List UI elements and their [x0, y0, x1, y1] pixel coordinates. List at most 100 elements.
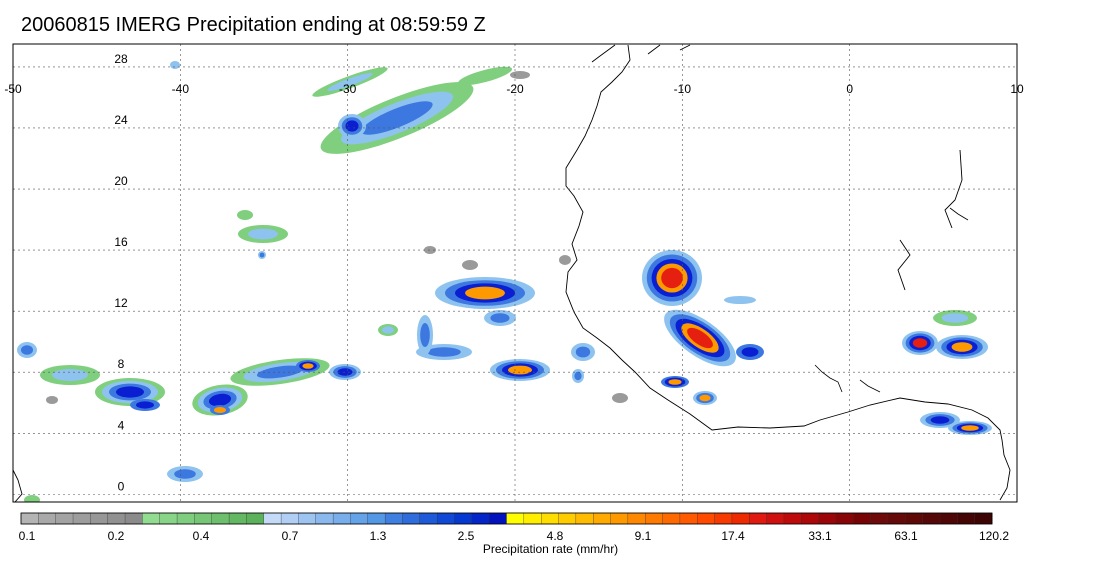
rain-cell	[192, 384, 248, 416]
rain-cell	[510, 71, 530, 79]
lake-outlines	[814, 207, 969, 393]
rain-cell	[902, 331, 938, 355]
colorbar-swatch	[90, 512, 109, 525]
rain-contour	[302, 363, 314, 369]
lat-tick-label: 0	[118, 479, 125, 493]
rain-cell	[571, 343, 595, 361]
rain-contour	[136, 401, 154, 409]
coastline-west-africa	[565, 44, 1011, 501]
lake-outline	[859, 379, 881, 393]
rain-cell	[490, 359, 550, 381]
rain-contour	[930, 416, 950, 424]
colorbar-tick-label: 17.4	[721, 529, 745, 543]
precipitation-field	[17, 61, 992, 502]
map-frame	[12, 43, 1018, 503]
rain-contour	[259, 252, 265, 258]
lon-tick-label: -30	[339, 82, 357, 96]
rain-contour	[214, 407, 226, 413]
rain-contour	[510, 71, 530, 79]
colorbar-swatch	[315, 512, 334, 525]
rain-contour	[724, 296, 756, 304]
colorbar-swatch	[662, 512, 681, 525]
rain-contour	[508, 365, 532, 375]
colorbar-swatch	[454, 512, 473, 525]
lat-tick-label: 8	[118, 357, 125, 371]
lon-tick-label: 0	[846, 82, 853, 96]
colorbar-swatch	[20, 512, 39, 525]
colorbar-swatch	[159, 512, 178, 525]
rain-contour	[462, 260, 478, 270]
map-title: 20060815 IMERG Precipitation ending at 0…	[21, 14, 486, 36]
rain-cell	[484, 310, 516, 326]
colorbar-swatch	[263, 512, 282, 525]
colorbar-swatch	[783, 512, 802, 525]
rain-cell	[612, 393, 628, 403]
rain-cell	[724, 296, 756, 304]
coastline-layer	[13, 44, 1011, 502]
colorbar-swatch	[957, 512, 976, 525]
colorbar-swatch	[523, 512, 542, 525]
rain-contour	[345, 120, 359, 132]
colorbar-swatch	[870, 512, 889, 525]
colorbar-swatch	[610, 512, 629, 525]
rain-cell	[435, 277, 535, 309]
rain-contour	[382, 326, 394, 334]
rain-contour	[21, 345, 33, 355]
rain-contour	[208, 393, 232, 407]
colorbar-swatch	[905, 512, 924, 525]
rain-contour	[361, 101, 433, 135]
rain-cell	[457, 66, 513, 86]
rain-contour	[46, 396, 58, 404]
colorbar-swatch	[835, 512, 854, 525]
colorbar-swatch	[853, 512, 872, 525]
colorbar-swatch	[697, 512, 716, 525]
rain-cell	[559, 255, 571, 265]
colorbar-tick-label: 0.2	[108, 529, 125, 543]
coastline-north-africa	[591, 44, 691, 63]
colorbar-swatch	[766, 512, 785, 525]
colorbar-label: Precipitation rate (mm/hr)	[482, 542, 619, 556]
rain-contour	[575, 346, 591, 358]
colorbar-tick-label: 9.1	[635, 529, 652, 543]
rain-contour	[174, 469, 196, 479]
coastline-left-edge	[13, 469, 23, 502]
rain-contour	[741, 347, 759, 357]
colorbar-swatch	[887, 512, 906, 525]
rain-contour	[612, 393, 628, 403]
rain-cell	[936, 335, 988, 359]
colorbar-swatch	[194, 512, 213, 525]
colorbar-tick-label: 120.2	[979, 529, 1009, 543]
rain-cell	[462, 260, 478, 270]
rain-contour	[24, 495, 40, 502]
rain-cell	[642, 250, 702, 306]
lat-tick-label: 16	[114, 235, 128, 249]
colorbar-tick-label: 1.3	[370, 529, 387, 543]
colorbar-swatch	[419, 512, 438, 525]
colorbar-swatch	[38, 512, 57, 525]
colorbar-tick-label: 2.5	[458, 529, 475, 543]
rain-contour	[52, 369, 88, 381]
rain-contour	[961, 425, 979, 431]
colorbar-swatch	[731, 512, 750, 525]
colorbar-swatch	[384, 512, 403, 525]
rain-contour	[420, 323, 430, 347]
colorbar-swatch	[107, 512, 126, 525]
colorbar-tick-labels: 0.1 0.2 0.4 0.7 1.3 2.5 4.8 9.1 17.4 33.1 63.1 120.…	[19, 529, 1010, 543]
rain-cell	[338, 114, 366, 138]
colorbar-swatch	[72, 512, 91, 525]
rain-cell	[661, 376, 689, 388]
colorbar-swatch	[471, 512, 490, 525]
rain-cell	[920, 412, 960, 428]
colorbar-swatch	[627, 512, 646, 525]
rain-cell	[664, 309, 736, 367]
colorbar-swatch	[593, 512, 612, 525]
latitude-labels: 28 24 20 16 12 8 4 0	[114, 52, 128, 493]
rain-contour	[327, 73, 373, 91]
rain-contour	[941, 313, 969, 323]
colorbar-tick-label: 0.1	[19, 529, 36, 543]
rain-contour	[574, 371, 582, 381]
rain-contour	[912, 338, 928, 348]
colorbar-swatch	[541, 512, 559, 525]
colorbar-swatch	[801, 512, 820, 525]
rain-cell	[736, 344, 764, 360]
